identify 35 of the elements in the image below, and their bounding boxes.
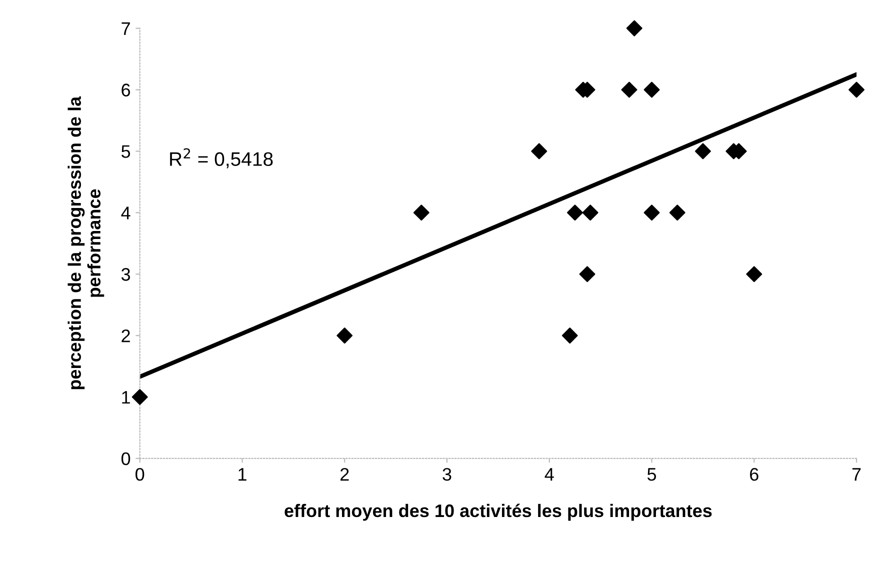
x-tick-label: 0 <box>136 468 144 481</box>
point <box>413 204 430 221</box>
point <box>132 389 148 405</box>
point <box>531 143 548 160</box>
x-axis-title: effort moyen des 10 activités les plus importantes <box>284 504 712 521</box>
point <box>644 204 660 221</box>
y-tick-label: 7 <box>122 22 130 35</box>
x-tick-label: 7 <box>852 468 861 481</box>
x-tick-label: 4 <box>544 468 554 481</box>
y-tick-label: 0 <box>121 452 130 466</box>
point <box>336 328 353 344</box>
x-tick-label: 5 <box>647 468 656 481</box>
x-tick-label: 6 <box>750 468 758 481</box>
y-tick-label: 6 <box>122 84 130 96</box>
point <box>644 82 660 98</box>
point <box>694 143 711 160</box>
y-tick-label: 2 <box>122 329 130 342</box>
x-tick-label: 2 <box>340 468 349 481</box>
x-tick-label: 3 <box>442 468 452 481</box>
point <box>621 82 638 98</box>
point <box>746 266 762 282</box>
point <box>579 266 596 282</box>
point <box>669 204 686 221</box>
point <box>848 82 864 98</box>
y-tick-label: 4 <box>121 206 130 220</box>
annotation: R$^{2}$ = 0,5418 <box>170 148 273 168</box>
point <box>626 20 642 36</box>
y-tick-label: 5 <box>121 145 130 158</box>
point <box>562 328 578 344</box>
point <box>582 204 598 221</box>
point <box>566 204 583 221</box>
y-axis-title: perception de la progression de la performance <box>68 96 104 390</box>
x-tick-label: 1 <box>238 468 246 481</box>
y-tick-label: 3 <box>121 268 130 281</box>
y-tick-label: 1 <box>122 391 130 404</box>
